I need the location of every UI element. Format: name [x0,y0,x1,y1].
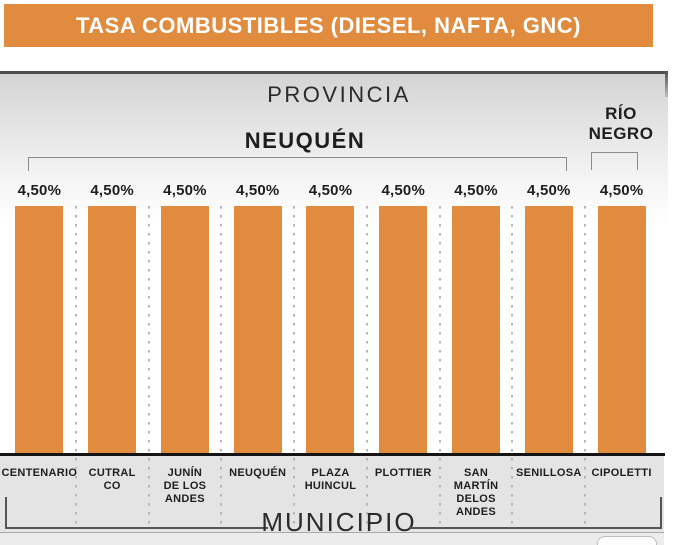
bar-cipoletti [597,206,646,454]
bar-plottier [379,206,428,454]
bar-column-plottier: 4,50% PLOTTIER [367,182,441,531]
bar-column-junin-de-los-andes: 4,50% JUNÍN DE LOS ANDES [149,182,223,531]
bar-columns: 4,50% CENTENARIO 4,50% CUTRAL CO 4,50% J… [1,182,658,531]
chart-title-banner: TASA COMBUSTIBLES (DIESEL, NAFTA, GNC) [4,4,653,47]
municipality-label: CIPOLETTI [591,467,652,479]
bar-column-cutral-co: 4,50% CUTRAL CO [76,182,150,531]
municipio-bracket-right-tick [660,497,662,528]
municipality-label: CUTRAL CO [88,467,136,492]
bar-neuquen [233,206,282,454]
bar-san-martin-de-los-andes [452,206,501,454]
x-axis-baseline [0,453,665,456]
bar-column-neuquen: 4,50% NEUQUÉN [221,182,295,531]
bar-plaza-huincul [306,206,355,454]
municipality-label: JUNÍN DE LOS ANDES [163,467,207,505]
municipality-label: PLOTTIER [374,467,432,479]
provincia-axis-label: PROVINCIA [267,82,411,107]
bar-column-san-martin-de-los-andes: 4,50% SAN MARTÍN DELOS ANDES [440,182,514,531]
bar-column-cipoletti: 4,50% CIPOLETTI [585,182,658,531]
bar-column-plaza-huincul: 4,50% PLAZA HUINCUL [294,182,368,531]
neuquen-group-bracket [28,157,567,171]
bar-column-centenario: 4,50% CENTENARIO [1,182,78,531]
bar-value-label: 4,50% [163,182,207,199]
municipality-label: PLAZA HUINCUL [304,467,357,492]
bar-value-label: 4,50% [308,182,353,199]
bar-value-label: 4,50% [381,182,426,199]
bar-value-label: 4,50% [527,182,571,199]
bar-value-label: 4,50% [90,182,134,199]
neuquen-group-label: NEUQUÉN [244,128,366,153]
rio-negro-group-label: RÍO NEGRO [588,104,654,143]
municipio-bracket-left-tick [5,497,7,528]
municipio-band [0,455,664,533]
municipality-label: NEUQUÉN [229,467,287,479]
bottom-strip [0,533,664,545]
municipio-bracket-right-line [410,527,662,529]
municipality-label: CENTENARIO [1,467,78,479]
bar-value-label: 4,50% [599,182,644,199]
chart-title: TASA COMBUSTIBLES (DIESEL, NAFTA, GNC) [75,12,582,38]
bar-value-label: 4,50% [235,182,280,199]
bar-value-label: 4,50% [17,182,62,199]
municipality-label: SAN MARTÍN DELOS ANDES [453,467,499,518]
bar-senillosa [524,206,573,454]
municipality-label: SENILLOSA [516,467,582,479]
bar-junin-de-los-andes [160,206,209,454]
panel-top-border [0,71,668,74]
bar-cutral-co [88,206,137,454]
municipio-axis-label: MUNICIPIO [261,507,417,537]
bar-centenario [15,206,64,454]
municipio-bracket-left-line [5,527,268,529]
rio-negro-group-bracket [591,152,638,170]
panel-right-border-tick [665,71,668,97]
bar-value-label: 4,50% [454,182,498,199]
bar-column-senillosa: 4,50% SENILLOSA [512,182,586,531]
cutoff-corner-button[interactable] [597,536,657,545]
